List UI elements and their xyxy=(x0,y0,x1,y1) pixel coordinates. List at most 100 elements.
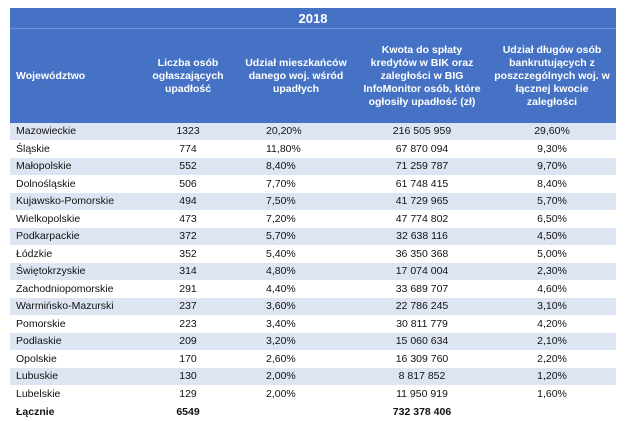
table-row: Pomorskie 223 3,40% 30 811 779 4,20% xyxy=(10,315,617,333)
cell-amount: 61 748 415 xyxy=(356,175,488,193)
table-row: Podkarpackie 372 5,70% 32 638 116 4,50% xyxy=(10,227,617,246)
cell-debt-share: 6,50% xyxy=(488,210,617,228)
column-header-region: Województwo xyxy=(10,28,140,123)
cell-count: 314 xyxy=(140,262,236,281)
cell-share: 3,60% xyxy=(236,297,356,316)
cell-debt-share: 9,30% xyxy=(488,140,617,158)
cell-region: Lubuskie xyxy=(10,367,140,386)
cell-debt-share: 2,20% xyxy=(488,350,617,368)
cell-share: 2,00% xyxy=(236,385,356,403)
cell-amount: 71 259 787 xyxy=(356,157,488,176)
cell-debt-share: 3,10% xyxy=(488,297,617,316)
cell-region: Małopolskie xyxy=(10,157,140,176)
cell-debt-share: 5,00% xyxy=(488,245,617,263)
cell-debt-share: 4,50% xyxy=(488,227,617,246)
year-label: 2018 xyxy=(10,8,617,29)
table-row: Wielkopolskie 473 7,20% 47 774 802 6,50% xyxy=(10,210,617,228)
column-header-count: Liczba osób ogłaszających upadłość xyxy=(140,28,236,123)
cell-region: Lubelskie xyxy=(10,385,140,403)
cell-region: Warmińsko-Mazurski xyxy=(10,297,140,316)
cell-amount: 11 950 919 xyxy=(356,385,488,403)
cell-amount: 216 505 959 xyxy=(356,123,488,141)
table-row: Warmińsko-Mazurski 237 3,60% 22 786 245 3,10… xyxy=(10,297,617,316)
cell-region: Łódzkie xyxy=(10,245,140,263)
cell-count: 506 xyxy=(140,175,236,193)
cell-region: Opolskie xyxy=(10,350,140,368)
cell-share: 11,80% xyxy=(236,140,356,158)
cell-count: 352 xyxy=(140,245,236,263)
cell-share: 5,40% xyxy=(236,245,356,263)
cell-debt-share: 5,70% xyxy=(488,192,617,211)
column-header-row: Województwo Liczba osób ogłaszających up… xyxy=(10,28,617,123)
column-header-debt-share: Udział długów osób bankrutujących z posz… xyxy=(488,28,617,123)
cell-region: Świętokrzyskie xyxy=(10,262,140,281)
cell-amount: 33 689 707 xyxy=(356,280,488,298)
table-row: Łódzkie 352 5,40% 36 350 368 5,00% xyxy=(10,245,617,263)
column-header-amount: Kwota do spłaty kredytów w BIK oraz zale… xyxy=(356,28,488,123)
table-body: Mazowieckie 1323 20,20% 216 505 959 29,60% Śl… xyxy=(10,123,617,421)
bankruptcy-table-container: 2018 Województwo Liczba osób ogłaszający… xyxy=(10,8,617,421)
cell-share: 20,20% xyxy=(236,123,356,141)
cell-region: Śląskie xyxy=(10,140,140,158)
cell-debt-share: 29,60% xyxy=(488,123,617,141)
cell-share: 8,40% xyxy=(236,157,356,176)
cell-region: Kujawsko-Pomorskie xyxy=(10,192,140,211)
table-row: Małopolskie 552 8,40% 71 259 787 9,70% xyxy=(10,157,617,176)
cell-amount: 41 729 965 xyxy=(356,192,488,211)
cell-region: Pomorskie xyxy=(10,315,140,333)
table-row: Lubuskie 130 2,00% 8 817 852 1,20% xyxy=(10,367,617,386)
year-header-row: 2018 xyxy=(10,8,617,29)
cell-amount: 36 350 368 xyxy=(356,245,488,263)
cell-share: 3,20% xyxy=(236,332,356,351)
cell-share: 7,50% xyxy=(236,192,356,211)
cell-count: 237 xyxy=(140,297,236,316)
cell-region: Podkarpackie xyxy=(10,227,140,246)
cell-count: 473 xyxy=(140,210,236,228)
cell-amount: 22 786 245 xyxy=(356,297,488,316)
table-row: Podlaskie 209 3,20% 15 060 634 2,10% xyxy=(10,332,617,351)
table-row: Dolnośląskie 506 7,70% 61 748 415 8,40% xyxy=(10,175,617,193)
cell-amount: 8 817 852 xyxy=(356,367,488,386)
table-row: Świętokrzyskie 314 4,80% 17 074 004 2,30% xyxy=(10,262,617,281)
cell-share: 4,40% xyxy=(236,280,356,298)
table-row: Lubelskie 129 2,00% 11 950 919 1,60% xyxy=(10,385,617,403)
cell-count: 774 xyxy=(140,140,236,158)
total-amount: 732 378 406 xyxy=(356,402,488,421)
cell-debt-share: 1,20% xyxy=(488,367,617,386)
cell-share: 2,60% xyxy=(236,350,356,368)
cell-count: 223 xyxy=(140,315,236,333)
total-count: 6549 xyxy=(140,402,236,421)
total-share-empty xyxy=(236,402,356,421)
table-row: Opolskie 170 2,60% 16 309 760 2,20% xyxy=(10,350,617,368)
cell-amount: 15 060 634 xyxy=(356,332,488,351)
cell-share: 5,70% xyxy=(236,227,356,246)
cell-debt-share: 1,60% xyxy=(488,385,617,403)
cell-count: 1323 xyxy=(140,123,236,141)
bankruptcy-table: 2018 Województwo Liczba osób ogłaszający… xyxy=(10,8,617,421)
cell-count: 209 xyxy=(140,332,236,351)
cell-amount: 67 870 094 xyxy=(356,140,488,158)
cell-share: 7,70% xyxy=(236,175,356,193)
cell-region: Mazowieckie xyxy=(10,123,140,141)
cell-region: Wielkopolskie xyxy=(10,210,140,228)
cell-count: 494 xyxy=(140,192,236,211)
cell-debt-share: 2,30% xyxy=(488,262,617,281)
cell-debt-share: 2,10% xyxy=(488,332,617,351)
column-header-share: Udział mieszkańców danego woj. wśród upa… xyxy=(236,28,356,123)
cell-debt-share: 4,60% xyxy=(488,280,617,298)
cell-amount: 17 074 004 xyxy=(356,262,488,281)
table-row: Zachodniopomorskie 291 4,40% 33 689 707 4,60… xyxy=(10,280,617,298)
cell-debt-share: 8,40% xyxy=(488,175,617,193)
table-row: Śląskie 774 11,80% 67 870 094 9,30% xyxy=(10,140,617,158)
cell-count: 170 xyxy=(140,350,236,368)
cell-amount: 30 811 779 xyxy=(356,315,488,333)
cell-region: Podlaskie xyxy=(10,332,140,351)
total-debt-share-empty xyxy=(488,402,617,421)
total-label: Łącznie xyxy=(10,402,140,421)
cell-share: 2,00% xyxy=(236,367,356,386)
cell-region: Zachodniopomorskie xyxy=(10,280,140,298)
table-row: Kujawsko-Pomorskie 494 7,50% 41 729 965 5,70… xyxy=(10,192,617,211)
cell-amount: 32 638 116 xyxy=(356,227,488,246)
cell-debt-share: 9,70% xyxy=(488,157,617,176)
cell-debt-share: 4,20% xyxy=(488,315,617,333)
